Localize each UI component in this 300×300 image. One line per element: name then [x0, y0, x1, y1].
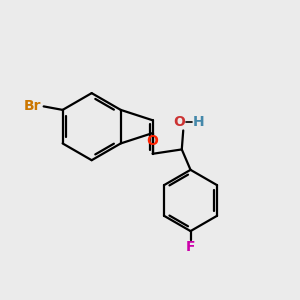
Text: F: F	[186, 240, 195, 254]
Text: O: O	[173, 115, 185, 129]
Text: O: O	[147, 134, 159, 148]
Text: Br: Br	[24, 99, 41, 113]
Text: H: H	[193, 115, 204, 129]
